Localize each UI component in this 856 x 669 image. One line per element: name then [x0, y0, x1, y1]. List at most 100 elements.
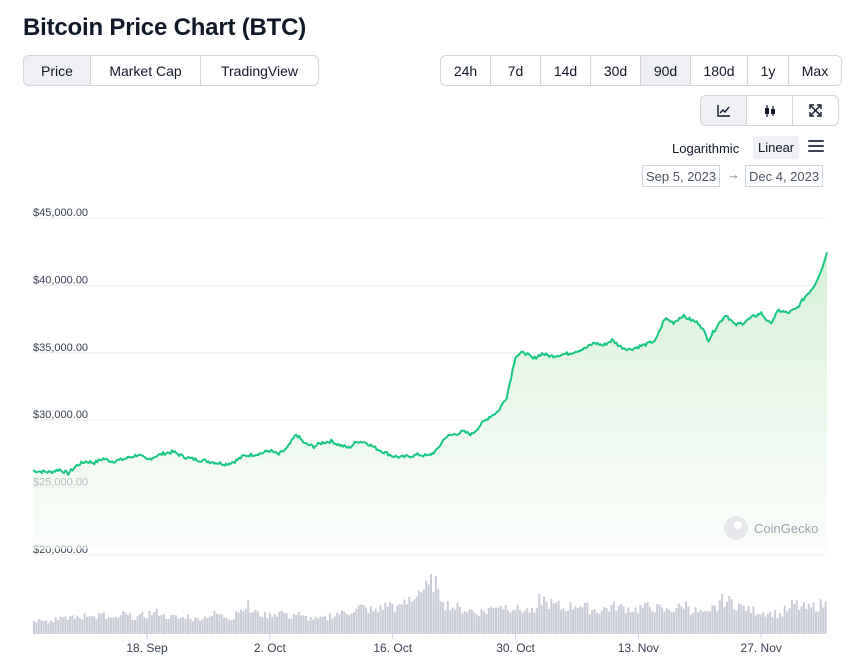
grid-lines [33, 217, 827, 556]
y-tick-label: $30,000.00 [33, 409, 88, 421]
volume-bar [360, 604, 363, 634]
volume-bar [656, 604, 659, 634]
candlestick-button[interactable] [747, 96, 793, 125]
volume-bar [579, 606, 582, 634]
volume-bar [297, 611, 300, 634]
volume-bar [586, 602, 589, 634]
volume-bar [422, 589, 425, 634]
volume-bar [644, 602, 647, 634]
volume-bar [165, 618, 168, 634]
volume-bar [73, 618, 76, 634]
volume-bar [182, 617, 185, 634]
tab-market-cap[interactable]: Market Cap [91, 56, 201, 85]
coingecko-watermark: CoinGecko [724, 516, 818, 540]
date-from-input[interactable]: Sep 5, 2023 [642, 165, 721, 187]
volume-bar [680, 606, 683, 634]
volume-bar [473, 612, 476, 634]
volume-bar [410, 602, 413, 634]
volume-bar [646, 602, 649, 634]
volume-bar [466, 612, 469, 634]
volume-bar [612, 601, 615, 634]
volume-bar [781, 616, 784, 634]
volume-bar [220, 614, 223, 634]
volume-bar [184, 619, 187, 634]
volume-bar [812, 602, 815, 634]
volume-bar [574, 606, 577, 634]
volume-bar [136, 616, 139, 634]
volume-bar [66, 619, 69, 634]
volume-bar [704, 610, 707, 634]
hamburger-menu-icon[interactable] [808, 140, 824, 154]
y-tick-label: $45,000.00 [33, 207, 88, 219]
volume-bar [45, 620, 48, 634]
period-14d-button[interactable]: 14d [541, 56, 591, 85]
volume-bar [350, 613, 353, 634]
volume-bar [709, 611, 712, 634]
period-30d-button[interactable]: 30d [591, 56, 641, 85]
volume-bar [191, 621, 194, 634]
volume-bar [675, 608, 678, 634]
volume-bar [174, 615, 177, 634]
volume-bar [706, 611, 709, 634]
price-area [32, 252, 828, 549]
volume-bar [326, 620, 329, 634]
volume-bar [627, 607, 630, 634]
volume-bar [651, 611, 654, 634]
period-24h-button[interactable]: 24h [441, 56, 491, 85]
volume-bar [408, 596, 411, 634]
scale-linear-button[interactable]: Linear [753, 136, 800, 159]
volume-bar [718, 600, 721, 634]
volume-bar [254, 609, 257, 634]
volume-bar [685, 601, 688, 634]
volume-bar [432, 592, 435, 634]
period-90d-button[interactable]: 90d [641, 56, 691, 85]
volume-bar [622, 606, 625, 634]
tab-price[interactable]: Price [24, 56, 91, 85]
volume-bar [526, 608, 529, 634]
volume-bar [697, 612, 700, 634]
period-180d-button[interactable]: 180d [691, 56, 748, 85]
volume-bar [800, 606, 803, 634]
volume-bar [571, 609, 574, 634]
volume-bar [802, 602, 805, 634]
volume-bar [610, 604, 613, 634]
volume-bar [321, 617, 324, 634]
volume-bar [790, 599, 793, 634]
tab-tradingview[interactable]: TradingView [220, 62, 299, 79]
volume-bar [713, 605, 716, 634]
volume-bar [324, 615, 327, 634]
x-tick-label: 2. Oct [254, 641, 287, 655]
fullscreen-button[interactable] [793, 96, 838, 125]
volume-bar [251, 612, 254, 634]
volume-bar [569, 602, 572, 634]
volume-bar [774, 610, 777, 634]
volume-bar [112, 617, 115, 634]
volume-bar [783, 605, 786, 634]
volume-bar [557, 600, 560, 634]
period-max-button[interactable]: Max [801, 62, 829, 79]
volume-bar [600, 610, 603, 634]
volume-bar [345, 614, 348, 634]
volume-bar [134, 620, 137, 634]
date-to-input[interactable]: Dec 4, 2023 [745, 165, 824, 187]
period-1y-button[interactable]: 1y [748, 56, 789, 85]
volume-bar [150, 615, 153, 634]
volume-bar [562, 608, 565, 634]
volume-bar [276, 616, 279, 634]
volume-bar [97, 613, 100, 634]
volume-bar [470, 609, 473, 634]
period-7d-button[interactable]: 7d [491, 56, 541, 85]
volume-bar [215, 613, 218, 634]
x-tick-label: 27. Nov [741, 641, 782, 655]
volume-bar [374, 608, 377, 634]
volume-bar [788, 608, 791, 634]
volume-bar [357, 605, 360, 634]
volume-bar [629, 612, 632, 634]
volume-bar [786, 611, 789, 634]
line-chart-button[interactable] [701, 96, 747, 125]
volume-bar [576, 608, 579, 634]
volume-bar [206, 618, 209, 634]
volume-bar [396, 605, 399, 634]
scale-logarithmic-button[interactable]: Logarithmic [672, 141, 740, 156]
